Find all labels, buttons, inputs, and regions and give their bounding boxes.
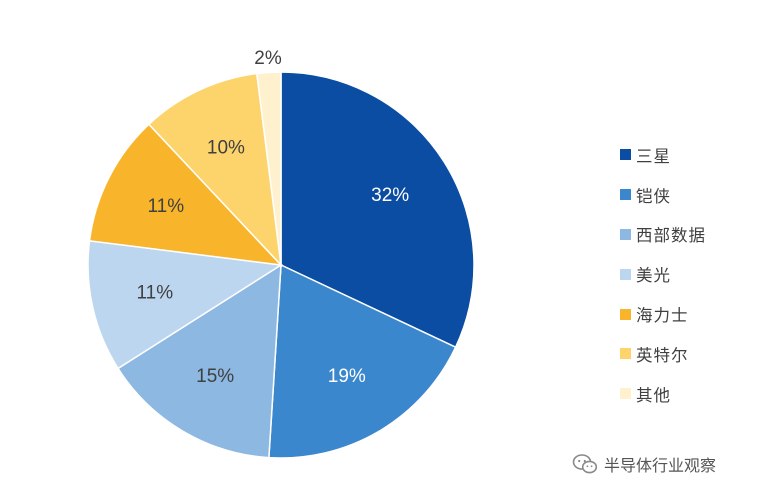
pie-slice-5 <box>147 72 283 268</box>
legend-swatch <box>620 268 631 280</box>
legend-item-4: 海力士 <box>620 294 706 334</box>
slice-label-2: 15% <box>196 366 234 387</box>
legend-swatch <box>620 348 631 360</box>
legend-swatch <box>620 149 631 161</box>
watermark-text: 半导体行业观察 <box>604 456 717 475</box>
slice-label-3: 11% <box>136 283 173 304</box>
pie-slice-0 <box>280 71 475 349</box>
pie-slice-1 <box>268 263 457 459</box>
legend-item-5: 英特尔 <box>620 334 706 374</box>
slice-label-1: 19% <box>328 366 366 387</box>
legend-label: 英特尔 <box>636 345 689 365</box>
legend-label: 三星 <box>636 146 671 166</box>
legend-swatch <box>620 228 631 240</box>
slice-label-0: 32% <box>371 185 409 206</box>
slice-label-4: 11% <box>147 196 184 217</box>
legend-item-3: 美光 <box>620 254 706 294</box>
wechat-icon <box>572 454 598 474</box>
legend-swatch <box>620 189 631 201</box>
pie-slice-2 <box>117 263 282 459</box>
pie-slice-6 <box>255 71 282 266</box>
slice-label-5: 10% <box>207 138 245 159</box>
chart-legend: 三星铠侠西部数据美光海力士英特尔其他 <box>620 135 706 414</box>
legend-label: 铠侠 <box>636 186 671 206</box>
watermark: 半导体行业观察 <box>572 452 716 476</box>
legend-swatch <box>620 308 631 320</box>
legend-item-6: 其他 <box>620 374 706 414</box>
legend-item-0: 三星 <box>620 135 706 175</box>
legend-label: 西部数据 <box>636 226 706 246</box>
pie-slice-3 <box>87 239 284 370</box>
legend-item-1: 铠侠 <box>620 175 706 215</box>
legend-label: 海力士 <box>636 306 689 326</box>
legend-item-2: 西部数据 <box>620 215 706 255</box>
slice-label-6: 2% <box>254 48 282 69</box>
pie-slice-4 <box>88 123 283 267</box>
legend-label: 其他 <box>636 385 671 405</box>
legend-swatch <box>620 388 631 400</box>
legend-label: 美光 <box>636 266 671 286</box>
